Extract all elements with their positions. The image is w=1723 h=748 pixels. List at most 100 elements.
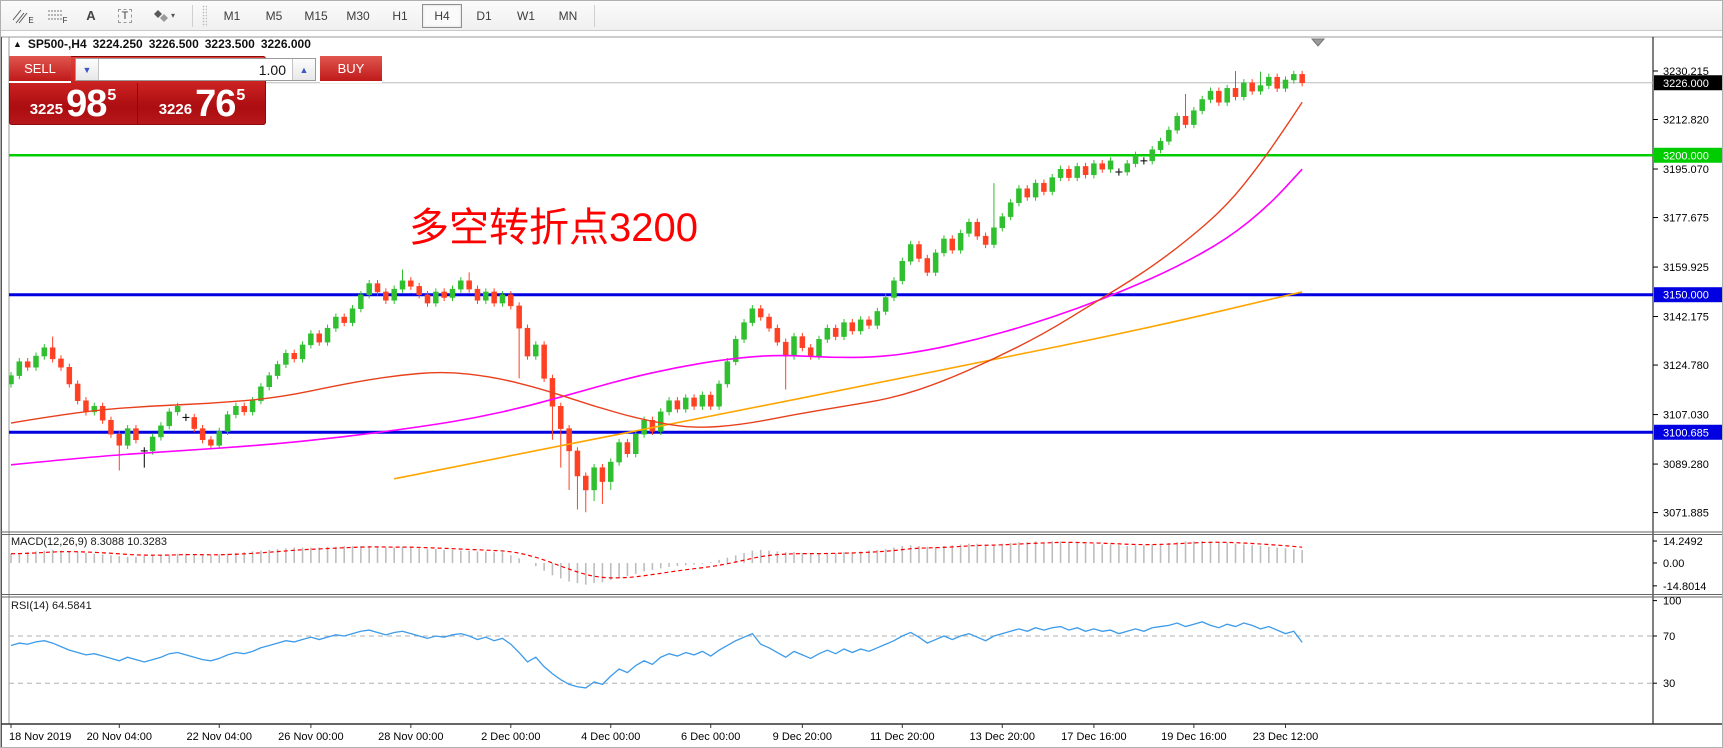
macd-panel[interactable] <box>10 541 1303 585</box>
symbol-collapse-triangle-icon[interactable]: ▲ <box>13 39 22 49</box>
ma-red-fast <box>10 101 1303 428</box>
sell-button[interactable]: SELL <box>9 56 71 83</box>
svg-text:4 Dec 00:00: 4 Dec 00:00 <box>581 731 640 743</box>
panel-frames <box>1 36 1722 747</box>
volume-increase-button[interactable]: ▲ <box>292 59 315 80</box>
timeframe-H1[interactable]: H1 <box>392 8 408 23</box>
arrows-glyph <box>153 9 168 22</box>
macd-signal-line <box>10 541 1303 579</box>
svg-text:100: 100 <box>1663 596 1681 608</box>
svg-text:3071.885: 3071.885 <box>1663 508 1709 520</box>
bid-price-small: 3225 <box>29 100 64 118</box>
ohlc-low: 3223.500 <box>204 37 255 51</box>
svg-text:17 Dec 16:00: 17 Dec 16:00 <box>1061 731 1126 743</box>
svg-text:28 Nov 00:00: 28 Nov 00:00 <box>378 731 443 743</box>
ask-price-big: 76 <box>195 83 236 125</box>
main-price-panel[interactable] <box>9 70 1654 513</box>
svg-text:-14.8014: -14.8014 <box>1663 581 1706 593</box>
svg-text:3177.675: 3177.675 <box>1663 213 1709 225</box>
timeframe-M5[interactable]: M5 <box>265 8 283 23</box>
bid-price-sup: 5 <box>107 87 117 104</box>
equidistant-channel-glyph <box>12 9 28 23</box>
equidistant-channel-icon[interactable]: E <box>7 3 39 29</box>
svg-text:3107.030: 3107.030 <box>1663 410 1709 422</box>
timeframe-W1[interactable]: W1 <box>517 8 535 23</box>
svg-text:11 Dec 20:00: 11 Dec 20:00 <box>870 731 935 743</box>
volume-input[interactable] <box>99 59 292 80</box>
ask-price-small: 3226 <box>158 100 193 118</box>
svg-text:18 Nov 2019: 18 Nov 2019 <box>9 731 71 743</box>
ohlc-close: 3226.000 <box>260 37 311 51</box>
ask-price-sup: 5 <box>236 87 246 104</box>
svg-text:3124.780: 3124.780 <box>1663 360 1709 372</box>
svg-text:3226.000: 3226.000 <box>1663 78 1709 90</box>
svg-text:3159.925: 3159.925 <box>1663 262 1709 274</box>
svg-text:3195.070: 3195.070 <box>1663 164 1709 176</box>
ohlc-open: 3224.250 <box>92 37 143 51</box>
svg-text:2 Dec 00:00: 2 Dec 00:00 <box>481 731 540 743</box>
rsi-panel[interactable] <box>9 621 1653 689</box>
arrows-tool-icon[interactable]: ▾ <box>143 3 185 29</box>
timeframe-MN[interactable]: MN <box>558 8 578 23</box>
fibonacci-icon[interactable]: F <box>41 3 73 29</box>
svg-text:20 Nov 04:00: 20 Nov 04:00 <box>87 731 152 743</box>
bid-price-big: 98 <box>66 83 107 125</box>
ma-orange-slow <box>394 291 1303 480</box>
toolbar-drag-handle[interactable] <box>202 4 207 27</box>
timeframe-M30[interactable]: M30 <box>346 8 370 23</box>
tool-sub-label: F <box>62 16 68 25</box>
chart-annotation: 多空转折点3200 <box>409 206 698 250</box>
svg-text:23 Dec 12:00: 23 Dec 12:00 <box>1253 731 1318 743</box>
timeframe-M1[interactable]: M1 <box>223 8 241 23</box>
horizontal-lines <box>9 82 1653 434</box>
dropdown-caret-icon: ▾ <box>170 11 175 20</box>
text-tool-glyph: T <box>117 8 133 23</box>
svg-text:30: 30 <box>1663 678 1675 690</box>
svg-text:3230.215: 3230.215 <box>1663 66 1709 78</box>
svg-text:3100.685: 3100.685 <box>1663 427 1709 439</box>
ask-price-button[interactable]: 3226 76 5 <box>138 83 266 125</box>
symbol-name: SP500-,H4 <box>27 37 87 51</box>
buy-button[interactable]: BUY <box>320 56 382 83</box>
svg-text:3212.820: 3212.820 <box>1663 115 1709 127</box>
macd-label: MACD(12,26,9) 8.3088 10.3283 <box>11 536 167 548</box>
svg-text:3089.280: 3089.280 <box>1663 459 1709 471</box>
symbol-info: ▲ SP500-,H4 3224.250 3226.500 3223.500 3… <box>13 37 311 51</box>
svg-text:22 Nov 04:00: 22 Nov 04:00 <box>187 731 252 743</box>
toolbar-separator <box>594 4 595 27</box>
volume-decrease-button[interactable]: ▼ <box>76 59 99 80</box>
text-label-icon[interactable]: A <box>75 3 107 29</box>
toolbar: E F A T ▾ M1 M5 M15 M30 H1 H4 D1 W1 MN <box>1 1 1722 31</box>
chart-shift-marker-icon[interactable] <box>1310 38 1326 47</box>
ma-magenta-mid <box>10 168 1303 466</box>
rsi-scale[interactable]: 100 70 30 <box>1653 596 1681 691</box>
macd-scale[interactable]: 14.2492 0.00 -14.8014 <box>1653 536 1706 593</box>
text-tool-icon[interactable]: T <box>109 3 141 29</box>
bid-price-button[interactable]: 3225 98 5 <box>9 83 138 125</box>
price-scale[interactable]: 3230.215 3212.820 3195.070 3177.675 3159.925… <box>1653 66 1723 520</box>
svg-text:3150.000: 3150.000 <box>1663 290 1709 302</box>
timeframe-M15[interactable]: M15 <box>304 8 328 23</box>
svg-text:19 Dec 16:00: 19 Dec 16:00 <box>1161 731 1226 743</box>
svg-text:3200.000: 3200.000 <box>1663 150 1709 162</box>
chart-canvas[interactable]: 3230.215 3212.820 3195.070 3177.675 3159.925… <box>1 31 1723 748</box>
svg-text:26 Nov 00:00: 26 Nov 00:00 <box>278 731 343 743</box>
volume-stepper: ▼ ▲ <box>75 58 316 81</box>
ohlc-high: 3226.500 <box>148 37 199 51</box>
fibonacci-glyph <box>47 10 63 19</box>
svg-text:9 Dec 20:00: 9 Dec 20:00 <box>773 731 832 743</box>
timeframe-H4[interactable]: H4 <box>422 3 462 28</box>
svg-text:6 Dec 00:00: 6 Dec 00:00 <box>681 731 740 743</box>
timeframe-bar: M1 M5 M15 M30 H1 H4 D1 W1 MN <box>211 3 589 28</box>
time-axis[interactable]: 18 Nov 2019 20 Nov 04:00 22 Nov 04:00 26 No… <box>9 724 1318 743</box>
svg-text:0.00: 0.00 <box>1663 558 1684 570</box>
one-click-trading-panel: SELL ▼ ▲ BUY 3225 98 5 3226 76 5 <box>9 56 382 125</box>
toolbar-separator <box>192 4 193 27</box>
svg-text:70: 70 <box>1663 631 1675 643</box>
text-label-glyph: A <box>86 8 96 23</box>
svg-text:13 Dec 20:00: 13 Dec 20:00 <box>970 731 1035 743</box>
timeframe-D1[interactable]: D1 <box>476 8 492 23</box>
svg-text:3142.175: 3142.175 <box>1663 312 1709 324</box>
chart-area[interactable]: 3230.215 3212.820 3195.070 3177.675 3159.925… <box>1 31 1723 748</box>
